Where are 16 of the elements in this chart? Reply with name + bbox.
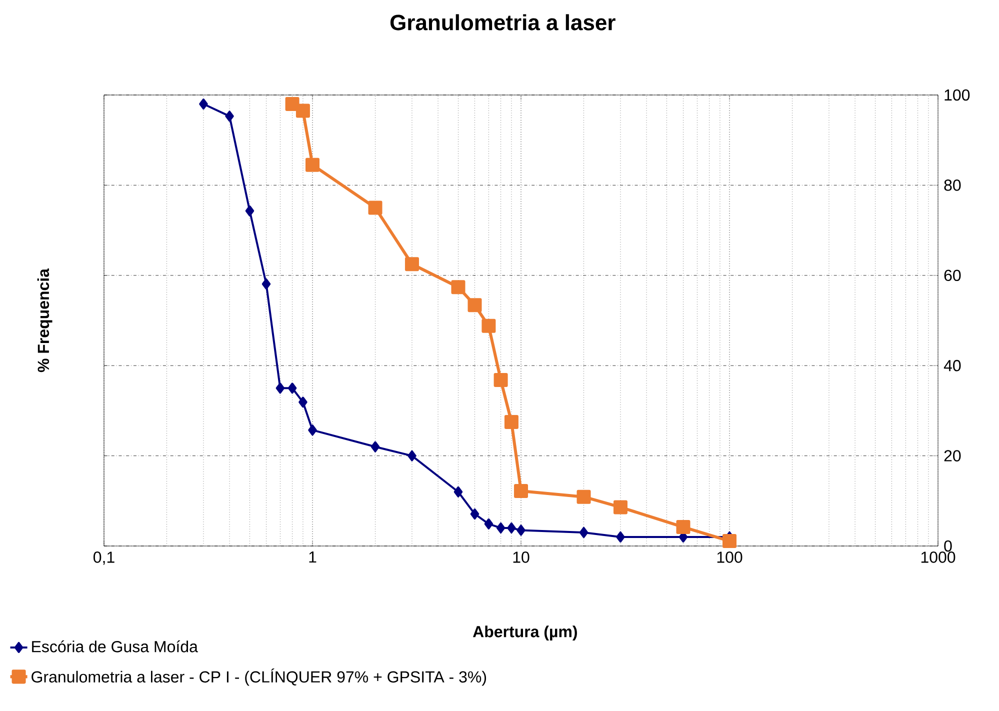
y-tick-label: 0 [944,540,952,552]
y-tick-label: 100 [944,89,970,101]
x-tick-label: 0,1 [94,552,114,565]
y-tick-label: 20 [944,450,961,462]
y-tick-label: 80 [944,180,961,191]
y-tick-label: 60 [944,270,961,282]
chart-title: Granulometria a laser [390,14,616,30]
x-tick-label: 1000 [921,552,956,563]
x-tick-label: 10 [513,552,530,563]
x-axis-title: Abertura (µm) [472,626,577,640]
legend-label: Granulometria a laser - CP I - (CLÍNQUER 97% + GPSITA - 3%) [32,668,486,686]
legend-label: Escória de Gusa Moída [32,640,198,652]
x-tick-label: 100 [717,552,742,563]
y-tick-label: 40 [944,360,961,372]
x-tick-label: 1 [309,552,316,563]
y-axis-title: % Frequencia [37,268,52,372]
